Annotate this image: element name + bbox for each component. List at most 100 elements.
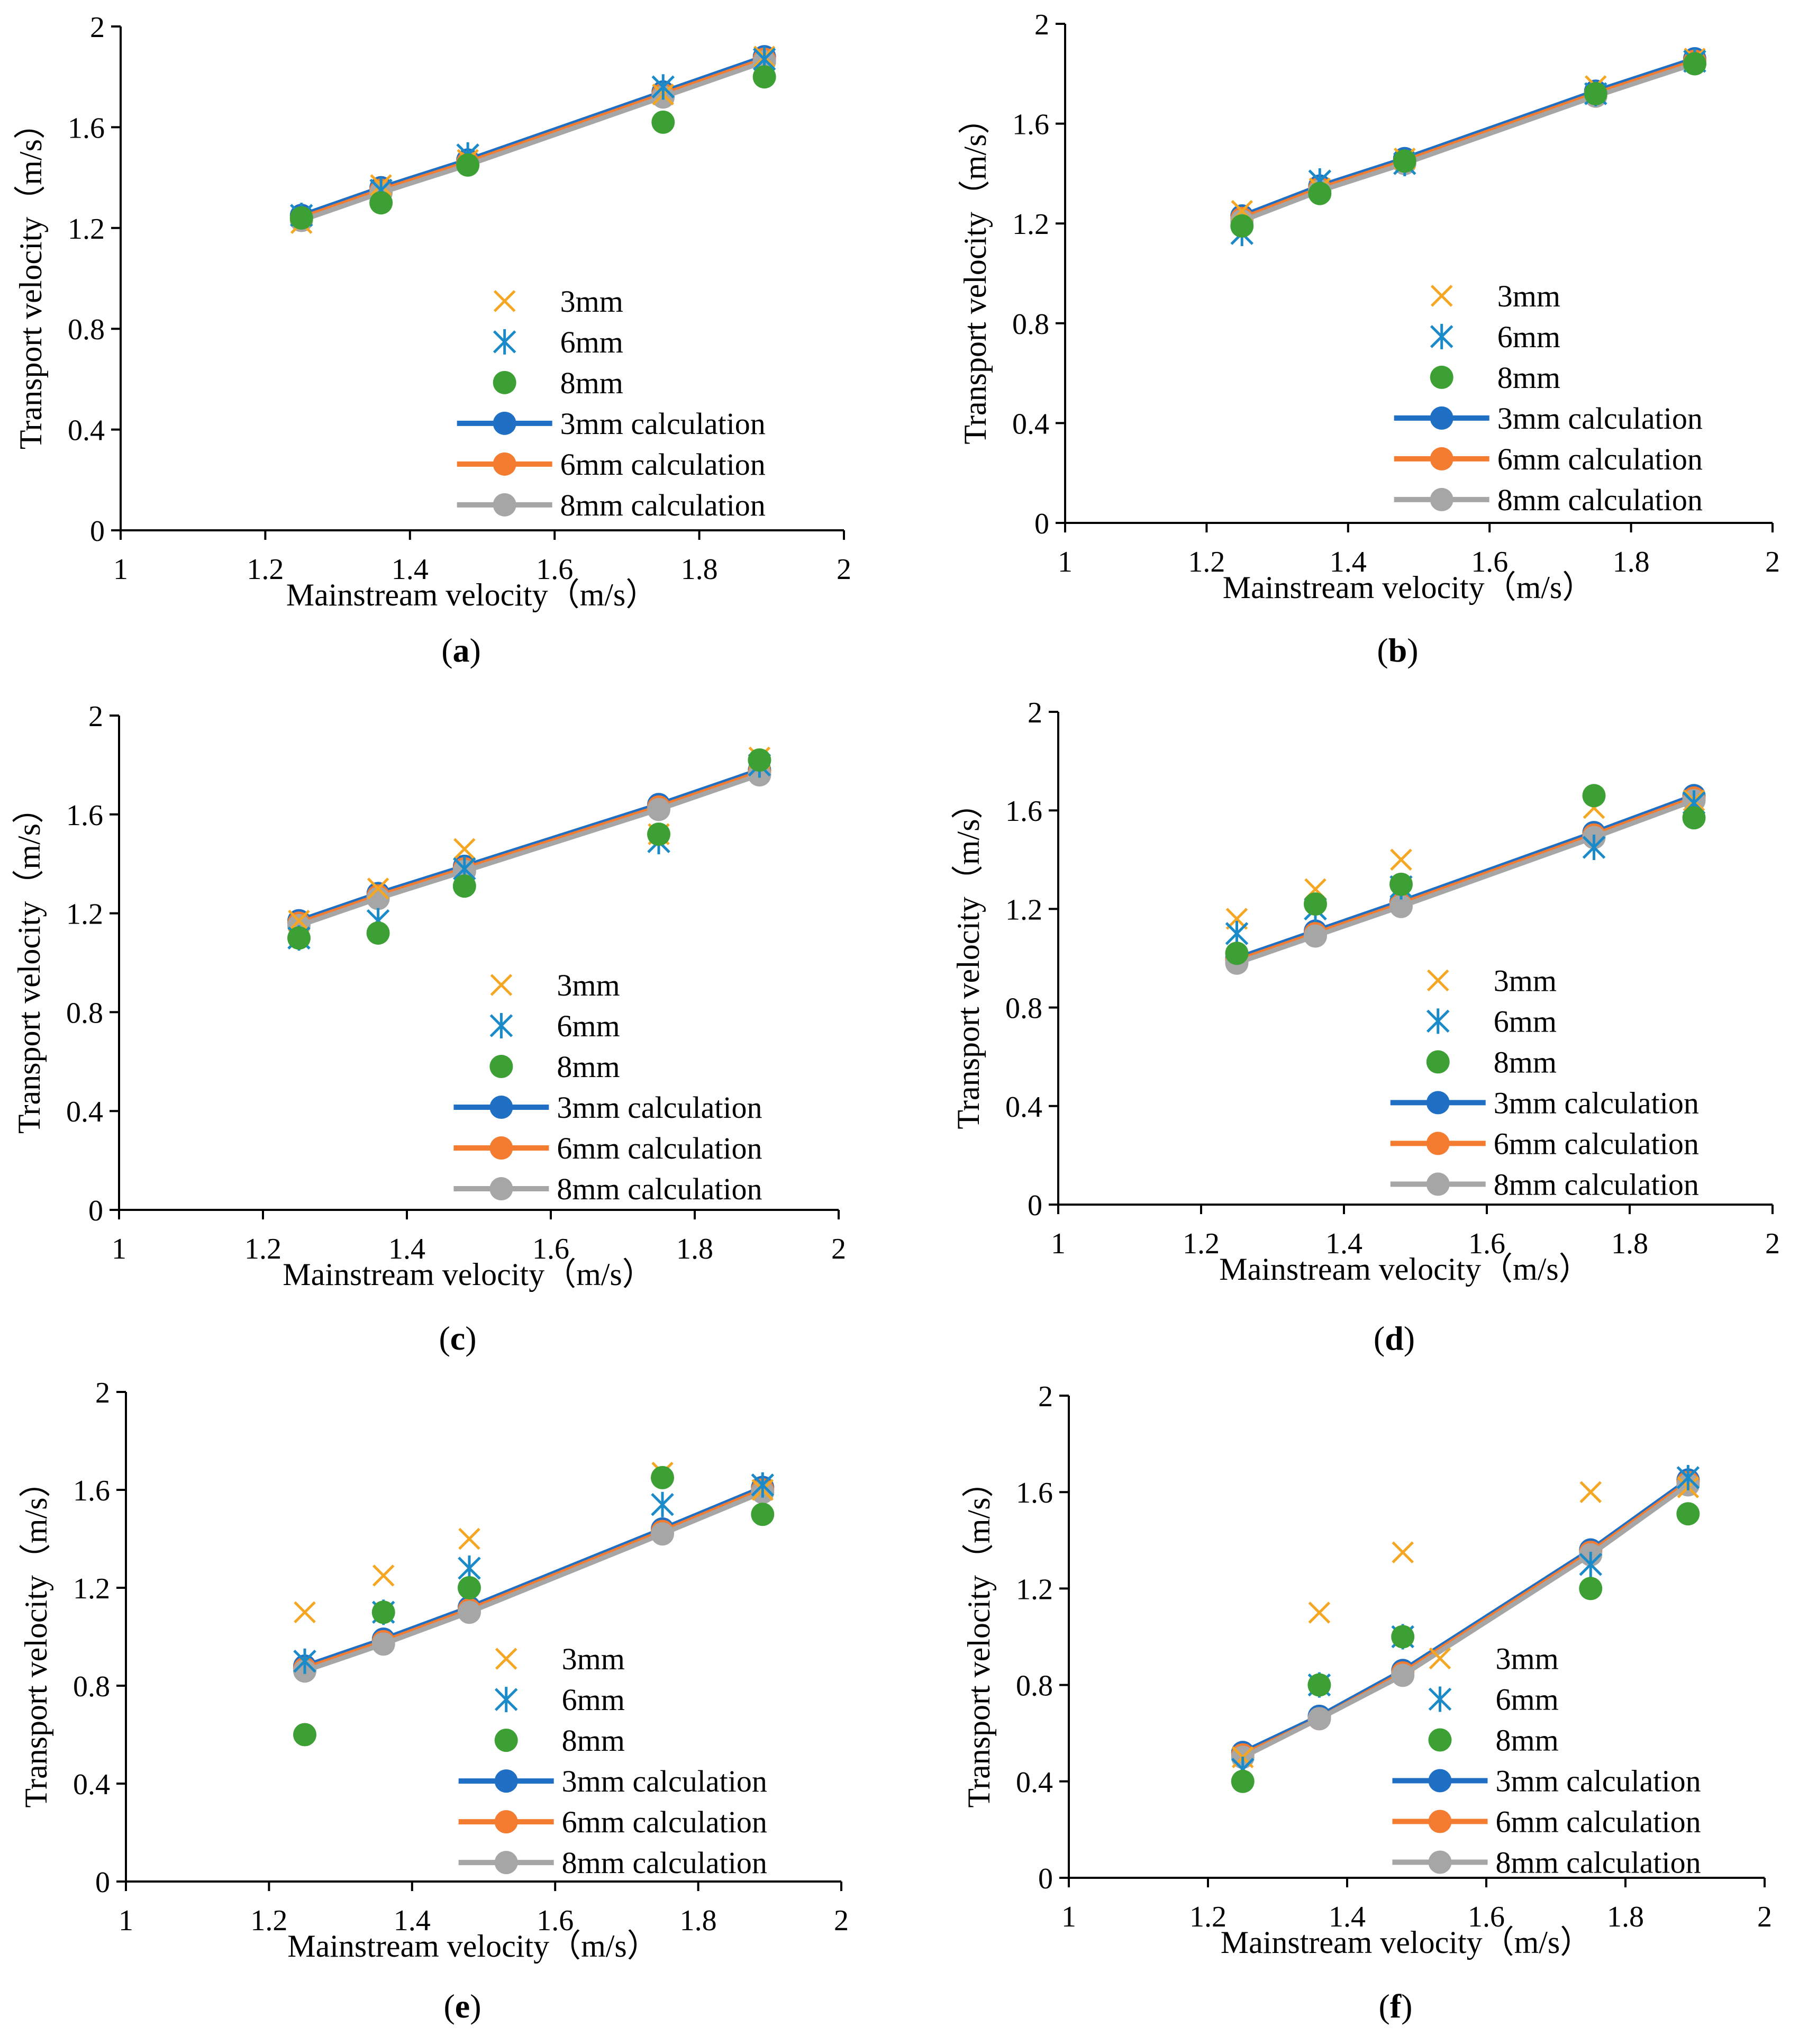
- data-point: [651, 1466, 674, 1489]
- y-tick-label: 1.2: [1005, 893, 1042, 926]
- legend-label: 8mm calculation: [1497, 483, 1703, 517]
- y-tick-label: 0.8: [1012, 308, 1049, 341]
- data-point: [1676, 1464, 1700, 1490]
- y-axis-title: Transport velocity（m/s）: [958, 102, 993, 444]
- y-tick-label: 0.8: [1005, 992, 1042, 1025]
- y-tick-label: 1.2: [66, 898, 103, 931]
- legend-label: 6mm calculation: [557, 1131, 762, 1165]
- y-tick-label: 1.6: [66, 799, 103, 832]
- y-tick-label: 0.8: [66, 997, 103, 1029]
- x-tick-label: 1.8: [1611, 1227, 1648, 1260]
- data-point: [457, 1576, 481, 1599]
- y-tick-label: 0.8: [73, 1670, 110, 1703]
- series-8mm-calculation: [293, 1480, 775, 1683]
- y-tick-label: 0: [1028, 1189, 1042, 1222]
- series-3mm-calculation: [1231, 1468, 1700, 1765]
- series-8mm: [1225, 784, 1706, 965]
- legend-label: 3mm calculation: [562, 1764, 767, 1798]
- legend: 3mm 6mm 8mm 3mm calculation 6mm calculation 8…: [453, 968, 762, 1206]
- data-point: [1579, 1551, 1603, 1577]
- series-8mm: [1230, 52, 1706, 238]
- series-point: [651, 1522, 674, 1546]
- data-point: [1676, 1502, 1700, 1526]
- legend-marker: [1428, 1686, 1452, 1712]
- x-tick-label: 1.8: [1607, 1901, 1644, 1933]
- x-tick-label: 1: [113, 553, 128, 586]
- legend-label: 3mm: [562, 1642, 625, 1676]
- legend: 3mm 6mm 8mm 3mm calculation 6mm calculation 8…: [1390, 963, 1699, 1201]
- legend-label: 8mm calculation: [562, 1846, 767, 1880]
- legend-marker: [1426, 1172, 1450, 1196]
- y-axis-title: Transport velocity（m/s）: [19, 1466, 53, 1807]
- data-point: [1230, 214, 1254, 238]
- data-point: [1307, 1673, 1331, 1697]
- y-axis-title: Transport velocity（m/s）: [951, 787, 986, 1129]
- x-tick-label: 1.4: [1330, 546, 1367, 578]
- chart-panel-2: 0 0.4 0.8 1.2 1.6 2 1 1.2 1.4 1.6 1.8 2 Mainstream v…: [958, 8, 1780, 669]
- x-tick-label: 1: [112, 1233, 126, 1265]
- data-point: [1393, 149, 1416, 173]
- x-tick-label: 2: [831, 1233, 846, 1265]
- y-tick-label: 1.6: [68, 112, 105, 144]
- legend-label: 6mm: [560, 325, 623, 359]
- data-point: [1225, 942, 1249, 965]
- series-point: [371, 1632, 395, 1656]
- legend-label: 6mm calculation: [1495, 1804, 1701, 1839]
- x-axis-title: Mainstream velocity（m/s）: [283, 1257, 654, 1292]
- y-tick-label: 0.4: [1005, 1091, 1042, 1124]
- y-tick-label: 1.6: [1012, 108, 1049, 141]
- x-tick-label: 1.4: [1329, 1901, 1366, 1933]
- y-tick-label: 0: [90, 515, 105, 548]
- data-point: [458, 1527, 480, 1550]
- legend-marker: [1430, 406, 1453, 430]
- legend-marker: [494, 1687, 518, 1713]
- y-tick-label: 0.4: [1016, 1766, 1053, 1799]
- legend-marker: [489, 1096, 513, 1119]
- data-point: [651, 1491, 674, 1517]
- legend-label: 6mm calculation: [1494, 1126, 1699, 1161]
- data-point: [369, 191, 393, 215]
- series-3mm: [1225, 789, 1705, 930]
- legend-marker: [493, 452, 516, 476]
- series-6mm: [1231, 1464, 1700, 1783]
- series-point: [1307, 1707, 1331, 1731]
- y-tick-label: 1.2: [68, 213, 105, 246]
- y-tick-label: 2: [1028, 697, 1042, 729]
- x-tick-label: 1.6: [536, 553, 573, 586]
- y-tick-label: 2: [90, 11, 105, 44]
- x-tick-label: 2: [837, 553, 851, 586]
- legend-marker: [494, 1769, 518, 1793]
- panel-caption: (d): [1374, 1319, 1415, 1357]
- x-tick-label: 1.6: [1468, 1901, 1505, 1933]
- legend-marker: [1428, 1769, 1452, 1793]
- x-tick-label: 1: [1051, 1227, 1066, 1260]
- y-tick-label: 0.4: [66, 1096, 103, 1128]
- y-tick-label: 0.8: [68, 313, 105, 346]
- data-point: [651, 110, 675, 134]
- legend-marker: [1426, 1132, 1450, 1155]
- data-point: [1682, 806, 1706, 830]
- legend-label: 3mm calculation: [1497, 401, 1703, 436]
- legend-label: 3mm: [1494, 963, 1557, 998]
- legend-marker: [1426, 1091, 1450, 1115]
- legend-label: 6mm calculation: [562, 1805, 767, 1839]
- legend-label: 3mm calculation: [1494, 1086, 1699, 1120]
- legend-marker: [1430, 447, 1453, 471]
- legend-label: 8mm: [557, 1050, 620, 1084]
- data-point: [453, 838, 476, 860]
- x-axis-title: Mainstream velocity（m/s）: [1219, 1252, 1591, 1287]
- legend-label: 6mm: [1494, 1004, 1557, 1038]
- data-point: [1308, 1602, 1331, 1624]
- legend-marker: [493, 411, 516, 435]
- data-point: [287, 926, 311, 950]
- data-point: [288, 909, 310, 932]
- data-point: [1308, 182, 1332, 205]
- legend-marker: [489, 1136, 513, 1160]
- legend-marker: [1428, 1850, 1452, 1874]
- x-tick-label: 1.4: [394, 1904, 431, 1937]
- x-tick-label: 1.2: [1183, 1227, 1220, 1260]
- x-axis-title: Mainstream velocity（m/s）: [286, 577, 658, 612]
- data-point: [1304, 892, 1327, 916]
- legend-marker: [493, 370, 516, 394]
